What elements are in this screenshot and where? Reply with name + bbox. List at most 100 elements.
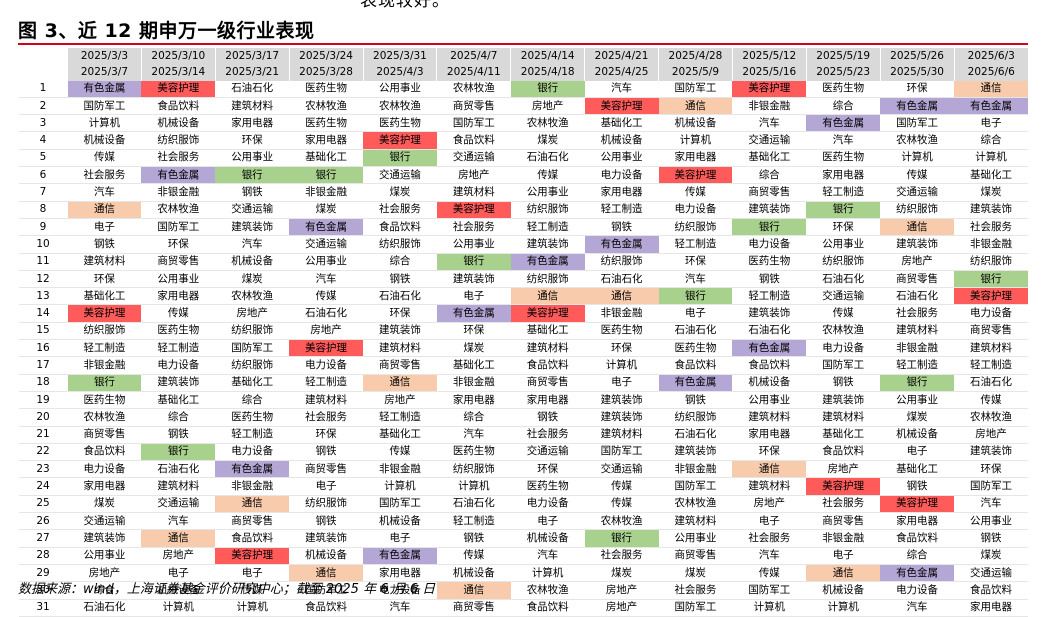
industry-cell: 银行 <box>806 201 881 219</box>
industry-cell: 商贸零售 <box>67 426 142 444</box>
industry-cell: 医药生物 <box>67 391 142 410</box>
industry-cell: 农林牧渔 <box>141 201 216 219</box>
industry-cell: 公用事业 <box>436 235 511 254</box>
industry-cell: 汽车 <box>880 599 954 617</box>
industry-cell: 房地产 <box>436 166 511 185</box>
rank-cell: 10 <box>18 235 68 254</box>
industry-cell: 交通运输 <box>67 512 142 531</box>
table-row: 28 公用事业 房地产 美容护理 机械设备 有色金属 传媒 汽车 社会服务 商贸零售 汽车 电子 综合煤… <box>18 547 1028 565</box>
industry-cell: 社会服务 <box>436 218 511 237</box>
rank-cell: 11 <box>18 253 68 271</box>
rank-cell: 24 <box>18 477 68 496</box>
industry-cell: 煤炭 <box>954 183 1028 202</box>
industry-cell: 建筑材料 <box>806 408 881 427</box>
industry-cell: 煤炭 <box>880 408 954 427</box>
industry-cell: 商贸零售 <box>510 374 585 392</box>
industry-cell: 有色金属 <box>806 114 881 133</box>
industry-cell: 煤炭 <box>584 564 659 583</box>
industry-cell: 食品饮料 <box>732 356 807 375</box>
rank-cell: 7 <box>18 183 68 202</box>
industry-cell: 公用事业 <box>363 80 437 98</box>
industry-cell: 医药生物 <box>436 443 511 462</box>
rank-cell: 13 <box>18 287 68 306</box>
industry-cell: 传媒 <box>67 149 142 168</box>
industry-cell: 美容护理 <box>215 547 290 565</box>
industry-cell: 煤炭 <box>436 339 511 358</box>
industry-cell: 有色金属 <box>954 97 1028 116</box>
industry-cell: 基础化工 <box>67 287 142 306</box>
industry-cell: 电子 <box>584 374 659 392</box>
industry-cell: 电力设备 <box>880 581 954 600</box>
industry-cell: 钢铁 <box>289 512 363 531</box>
industry-cell: 纺织服饰 <box>436 460 511 479</box>
industry-cell: 电子 <box>363 529 437 548</box>
industry-cell: 国防军工 <box>732 581 807 600</box>
period-end-date: 2025/5/16 <box>731 64 807 81</box>
industry-cell: 综合 <box>363 253 437 271</box>
industry-cell: 家用电器 <box>658 149 733 168</box>
industry-cell: 石油石化 <box>67 599 142 617</box>
industry-cell: 社会服务 <box>732 529 807 548</box>
industry-cell: 国防军工 <box>289 581 363 600</box>
industry-cell: 钢铁 <box>67 235 142 254</box>
period-start-date: 2025/4/7 <box>436 48 511 65</box>
industry-cell: 电子 <box>289 477 363 496</box>
industry-cell: 家用电器 <box>954 599 1028 617</box>
industry-cell: 纺织服饰 <box>806 253 881 271</box>
industry-cell: 有色金属 <box>289 218 363 237</box>
industry-cell: 银行 <box>363 149 437 168</box>
industry-cell: 农林牧渔 <box>954 408 1028 427</box>
industry-cell: 公用事业 <box>806 235 881 254</box>
industry-cell: 电力设备 <box>141 356 216 375</box>
industry-cell: 轻工制造 <box>510 218 585 237</box>
industry-cell: 纺织服饰 <box>141 131 216 150</box>
industry-cell: 机械设备 <box>880 426 954 444</box>
header-corner <box>18 48 68 65</box>
industry-cell: 机械设备 <box>289 547 363 565</box>
industry-cell: 建筑装饰 <box>363 322 437 341</box>
period-start-date: 2025/4/21 <box>584 48 659 65</box>
industry-cell: 轻工制造 <box>141 339 216 358</box>
rank-cell: 31 <box>18 599 68 617</box>
industry-cell: 非银金融 <box>215 477 290 496</box>
industry-cell: 电力设备 <box>215 443 290 462</box>
table-row: 12 环保 公用事业 煤炭 汽车 钢铁 建筑装饰 纺织服饰 石油石化 汽车 钢铁 石油石化 商贸零售 银行 <box>18 270 1028 289</box>
industry-cell: 基础化工 <box>954 166 1028 185</box>
industry-cell: 电子 <box>806 547 881 565</box>
table-body: 1 有色金属 美容护理 石油石化 医药生物 公用事业 农林牧渔 银行 汽车 国防军工 美容护理 医药生… <box>18 80 1028 617</box>
industry-cell: 社会服务 <box>584 547 659 565</box>
industry-cell: 基础化工 <box>806 426 881 444</box>
industry-cell: 美容护理 <box>436 201 511 219</box>
table-row: 14 美容护理 传媒 房地产 石油石化 环保 有色金属 美容护理 非银金融 电子 建筑装饰 传媒 社会服… <box>18 304 1028 323</box>
industry-cell: 社会服务 <box>806 495 881 514</box>
industry-cell: 非银金融 <box>141 183 216 202</box>
industry-cell: 交通运输 <box>363 166 437 185</box>
source-note: 数据来源：wind，上海证券基金评价研究中心；截至 2025 年 6 月 6 日 <box>18 582 436 597</box>
industry-cell: 美容护理 <box>658 166 733 185</box>
industry-cell: 汽车 <box>67 183 142 202</box>
industry-cell: 农林牧渔 <box>436 80 511 98</box>
industry-cell: 综合 <box>67 581 142 600</box>
industry-cell: 商贸零售 <box>141 253 216 271</box>
industry-cell: 商贸零售 <box>954 322 1028 341</box>
industry-cell: 商贸零售 <box>806 512 881 531</box>
rank-cell: 3 <box>18 114 68 133</box>
industry-cell: 计算机 <box>215 599 290 617</box>
rank-cell: 30 <box>18 581 68 600</box>
table-row: 15 纺织服饰 医药生物 纺织服饰 房地产 建筑装饰 环保 基础化工 医药生物 石油石化 石油石化农… <box>18 322 1028 341</box>
industry-cell: 农林牧渔 <box>510 581 585 600</box>
industry-cell: 建筑材料 <box>363 339 437 358</box>
industry-cell: 国防军工 <box>658 477 733 496</box>
header-row-end: 2025/3/7 2025/3/14 2025/3/21 2025/3/28 2025/… <box>18 64 1028 81</box>
industry-ranking-table: 2025/3/3 2025/3/10 2025/3/17 2025/3/24 2025/… <box>18 48 1028 617</box>
industry-cell: 煤炭 <box>289 201 363 219</box>
industry-cell: 农林牧渔 <box>510 114 585 133</box>
industry-cell: 公用事业 <box>67 547 142 565</box>
industry-cell: 美容护理 <box>806 477 881 496</box>
industry-cell: 国防军工 <box>67 97 142 116</box>
industry-cell: 交通运输 <box>584 460 659 479</box>
period-end-date: 2025/3/21 <box>214 64 290 81</box>
industry-cell: 汽车 <box>806 131 881 150</box>
industry-cell: 农林牧渔 <box>67 408 142 427</box>
industry-cell: 社会服务 <box>363 201 437 219</box>
